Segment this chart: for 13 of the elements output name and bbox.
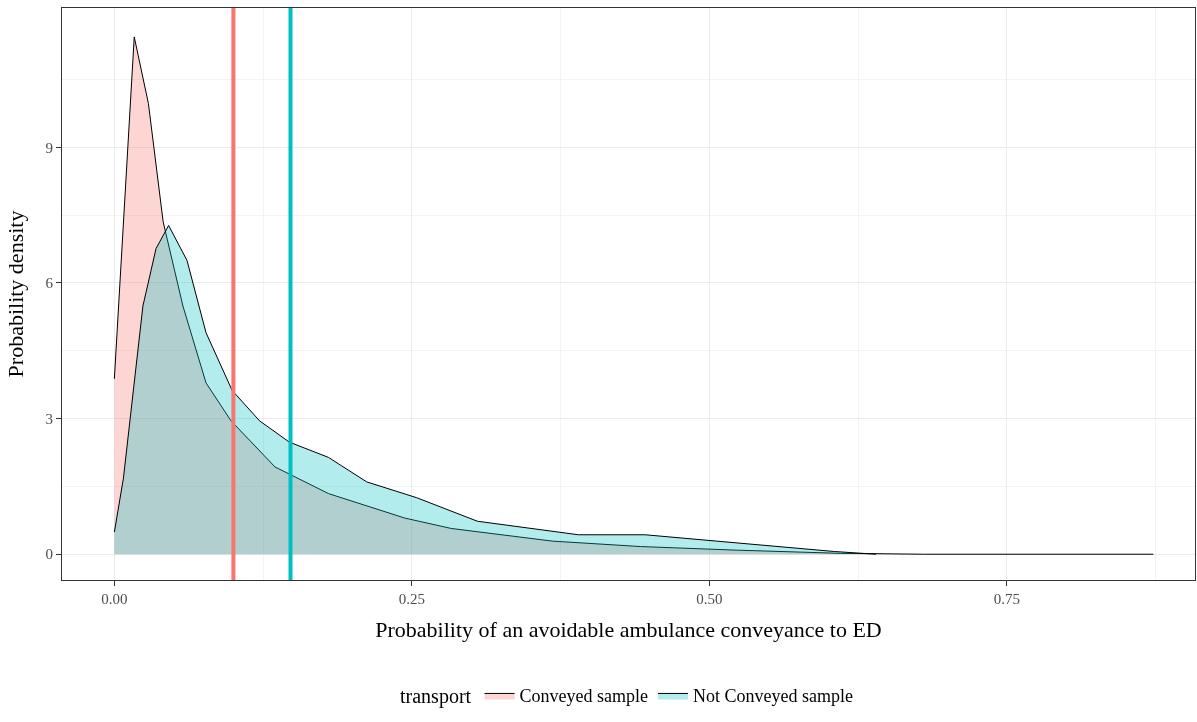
x-tick-label: 0.75 (993, 591, 1021, 607)
y-axis-title: Probability density (3, 210, 29, 378)
y-tick-label: 0 (45, 546, 53, 563)
x-axis-title: Probability of an avoidable ambulance conveyance to ED (375, 616, 882, 642)
legend-label: Not Conveyed sample (693, 686, 854, 707)
legend-title: transport (400, 685, 472, 709)
x-tick-label: 0.50 (696, 591, 723, 607)
y-tick-label: 3 (45, 410, 53, 427)
x-tick-label: 0.00 (101, 591, 128, 607)
x-tick-label: 0.25 (398, 591, 426, 607)
legend-label: Conveyed sample (519, 686, 649, 707)
y-tick-label: 6 (45, 275, 54, 292)
y-tick-label: 9 (45, 139, 53, 156)
